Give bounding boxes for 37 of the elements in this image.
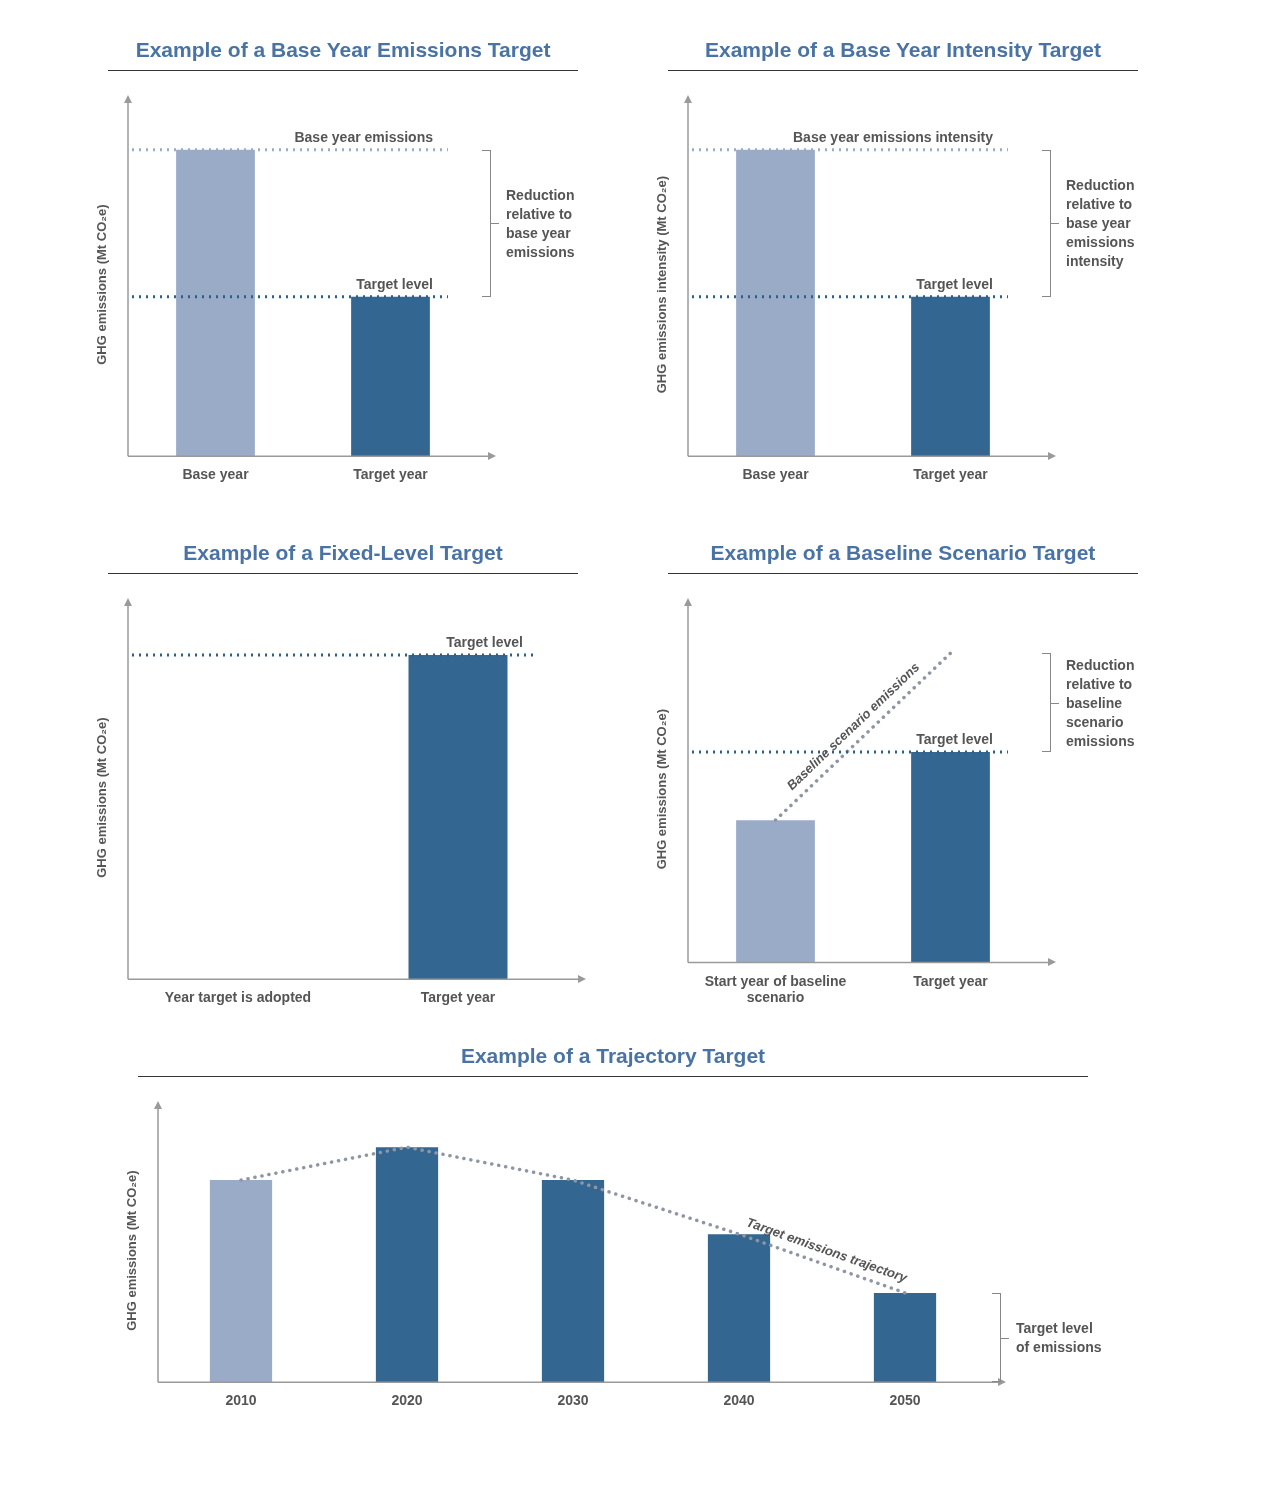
- text: Reduction relative to baseline scenario emissions: [1066, 656, 1135, 749]
- chart-title: Example of a Baseline Scenario Target: [668, 541, 1138, 574]
- x-tick-label: Start year of baseline scenario: [704, 972, 847, 1006]
- y-axis-title: GHG emissions (Mt CO₂e): [124, 1170, 139, 1331]
- bar: [873, 1292, 937, 1383]
- ref-line-label: Target level: [916, 275, 993, 292]
- ref-line-label: Target level: [446, 633, 523, 650]
- chart-title: Example of a Fixed-Level Target: [108, 541, 578, 574]
- x-tick-label: Target year: [420, 989, 496, 1006]
- x-tick-label: 2010: [225, 1392, 257, 1409]
- text: Reduction relative to base year emissions intensity: [1066, 177, 1135, 270]
- x-tick-label: Base year: [182, 466, 250, 483]
- x-tick-label: Target year: [913, 972, 989, 989]
- ref-line-label: Target level: [356, 275, 433, 292]
- bar: [375, 1147, 439, 1383]
- x-tick-label: 2040: [723, 1392, 755, 1409]
- text: Target level of emissions: [1016, 1320, 1102, 1356]
- chart-title: Example of a Base Year Emissions Target: [108, 38, 578, 71]
- ref-line-label: Base year emissions: [294, 128, 434, 145]
- bar: [541, 1180, 605, 1383]
- chart-title: Example of a Base Year Intensity Target: [668, 38, 1138, 71]
- x-tick-label: Base year: [742, 466, 810, 483]
- ref-line-label: Target level: [916, 731, 993, 748]
- x-tick-label: Target year: [913, 466, 989, 483]
- y-axis-title: GHG emissions intensity (Mt CO₂e): [654, 175, 669, 394]
- x-tick-label: 2020: [391, 1392, 423, 1409]
- y-axis-title: GHG emissions (Mt CO₂e): [94, 717, 109, 878]
- chart-title: Example of a Trajectory Target: [138, 1044, 1088, 1077]
- ref-line-label: Base year emissions intensity: [793, 128, 994, 145]
- x-tick-label: 2050: [889, 1392, 921, 1409]
- bar: [209, 1180, 273, 1383]
- y-axis-title: GHG emissions (Mt CO₂e): [94, 204, 109, 365]
- y-axis-title: GHG emissions (Mt CO₂e): [654, 709, 669, 870]
- text: Reduction relative to base year emissions: [506, 186, 575, 260]
- x-tick-label: 2030: [557, 1392, 589, 1409]
- x-tick-label: Target year: [353, 466, 429, 483]
- x-tick-label: Year target is adopted: [164, 989, 312, 1006]
